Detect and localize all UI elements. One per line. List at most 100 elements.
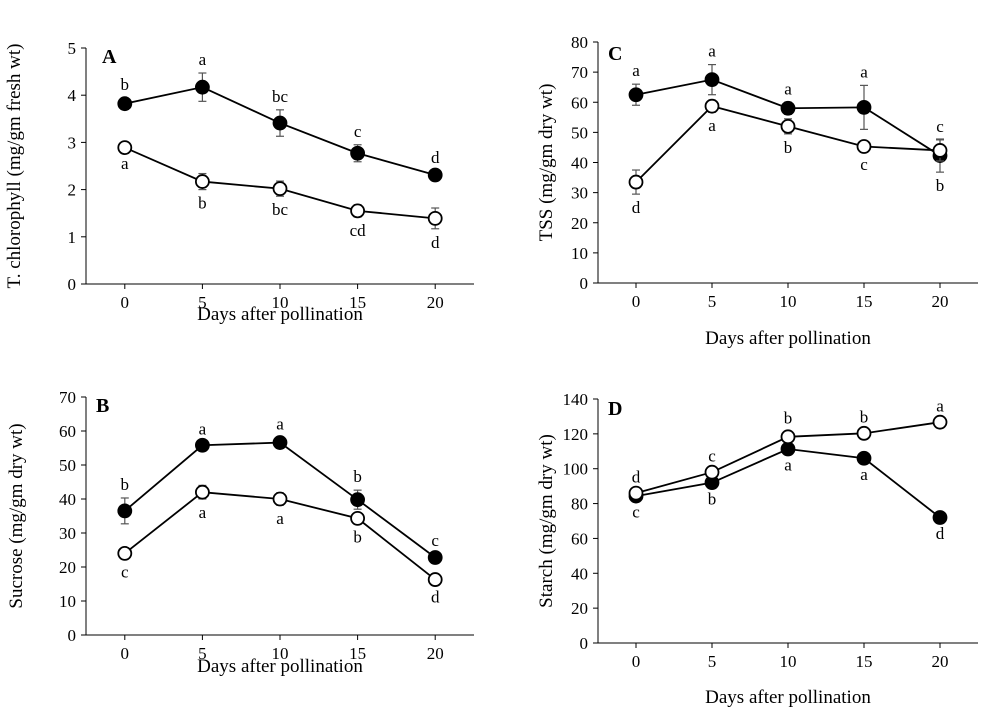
series-open xyxy=(628,414,948,501)
significance-label: d xyxy=(431,148,440,167)
data-point xyxy=(780,441,796,457)
panel-letter: A xyxy=(102,46,117,68)
significance-label: c xyxy=(354,122,362,141)
significance-label: d xyxy=(431,588,440,607)
data-point xyxy=(272,491,288,507)
significance-label: c xyxy=(431,531,439,550)
significance-label: c xyxy=(632,503,640,522)
significance-label: b xyxy=(708,489,717,508)
data-point xyxy=(856,99,872,115)
y-tick-label: 40 xyxy=(571,564,588,583)
x-tick-label: 15 xyxy=(349,293,366,312)
data-point xyxy=(117,140,133,155)
y-tick-label: 0 xyxy=(68,275,77,294)
y-tick-label: 70 xyxy=(59,388,76,407)
significance-label: d xyxy=(431,233,440,252)
y-tick-label: 60 xyxy=(571,93,588,112)
y-tick-label: 80 xyxy=(571,33,588,52)
significance-label: c xyxy=(708,447,716,466)
significance-label: c xyxy=(121,563,129,582)
significance-label: a xyxy=(784,79,792,98)
data-point xyxy=(350,203,366,219)
significance-label: a xyxy=(199,420,207,439)
x-tick-label: 15 xyxy=(349,644,366,663)
x-tick-label: 15 xyxy=(856,292,873,311)
significance-label: a xyxy=(708,116,716,135)
significance-label: b xyxy=(121,75,130,94)
panel-a: 0 1 2 3 4 5 0 5 10 15 20 Days after pollination T. c… xyxy=(4,39,474,325)
panel-letter: D xyxy=(608,398,622,420)
y-tick-label: 40 xyxy=(571,154,588,173)
y-tick-label: 5 xyxy=(68,39,77,58)
y-tick-label: 100 xyxy=(563,460,589,479)
y-tick-label: 20 xyxy=(59,558,76,577)
y-tick-label: 1 xyxy=(68,228,77,247)
significance-label: a xyxy=(121,154,129,173)
x-tick-label: 15 xyxy=(856,652,873,671)
data-point xyxy=(272,435,288,450)
significance-label: b xyxy=(353,527,362,546)
significance-label: b xyxy=(860,408,869,427)
significance-label: c xyxy=(860,155,868,174)
significance-label: b xyxy=(784,138,793,157)
x-tick-label: 5 xyxy=(708,652,717,671)
y-axis-title: TSS (mg/gm dry wt) xyxy=(536,84,557,242)
data-point xyxy=(350,510,366,526)
significance-label: b xyxy=(936,176,945,195)
y-tick-label: 0 xyxy=(580,274,589,293)
y-tick-label: 10 xyxy=(59,592,76,611)
significance-label: a xyxy=(708,42,716,61)
data-point xyxy=(272,181,288,197)
series-filled xyxy=(117,435,443,565)
y-tick-label: 20 xyxy=(571,214,588,233)
significance-label: bc xyxy=(272,200,289,219)
y-tick-label: 30 xyxy=(571,184,588,203)
data-point xyxy=(628,87,644,103)
x-tick-label: 5 xyxy=(198,293,207,312)
data-point xyxy=(932,143,948,158)
data-point xyxy=(194,437,210,453)
y-tick-label: 0 xyxy=(68,626,77,645)
data-point xyxy=(117,96,133,112)
data-point xyxy=(272,115,288,131)
x-axis-title: Days after pollination xyxy=(705,687,871,708)
y-tick-label: 120 xyxy=(563,425,589,444)
y-tick-label: 2 xyxy=(68,181,77,200)
data-point xyxy=(427,572,443,587)
data-point xyxy=(932,510,948,525)
x-tick-label: 5 xyxy=(708,292,717,311)
x-tick-label: 20 xyxy=(932,292,949,311)
x-tick-label: 20 xyxy=(427,293,444,312)
y-tick-label: 140 xyxy=(563,390,589,409)
panel-c: 0 10 20 30 40 50 60 70 80 0 5 10 15 20 Days after poll… xyxy=(536,33,978,349)
x-tick-label: 0 xyxy=(121,293,130,312)
significance-label: a xyxy=(860,465,868,484)
significance-label: d xyxy=(632,198,641,217)
data-point xyxy=(194,79,210,95)
series-filled xyxy=(628,63,948,173)
y-axis-title: T. chlorophyll (mg/gm fresh wt) xyxy=(4,43,25,288)
y-axis-title: Sucrose (mg/gm dry wt) xyxy=(6,423,27,608)
data-point xyxy=(704,72,720,88)
data-point xyxy=(194,174,210,189)
data-point xyxy=(856,450,872,466)
significance-label: c xyxy=(936,117,944,136)
significance-label: b xyxy=(353,467,362,486)
panel-d: 0 20 40 60 80 100 120 140 0 5 10 15 20 Days after pol… xyxy=(536,390,978,708)
x-tick-label: 5 xyxy=(198,644,207,663)
y-tick-label: 80 xyxy=(571,495,588,514)
significance-label: b xyxy=(198,194,207,213)
x-tick-label: 0 xyxy=(121,644,130,663)
y-tick-label: 50 xyxy=(571,123,588,142)
significance-label: d xyxy=(632,468,641,487)
significance-label: a xyxy=(632,61,640,80)
y-tick-label: 60 xyxy=(571,529,588,548)
data-point xyxy=(628,485,644,501)
panel-letter: B xyxy=(96,395,109,417)
x-axis-title: Days after pollination xyxy=(705,328,871,349)
x-tick-label: 20 xyxy=(427,644,444,663)
y-tick-label: 10 xyxy=(571,244,588,263)
x-tick-label: 10 xyxy=(780,652,797,671)
data-point xyxy=(350,492,366,508)
